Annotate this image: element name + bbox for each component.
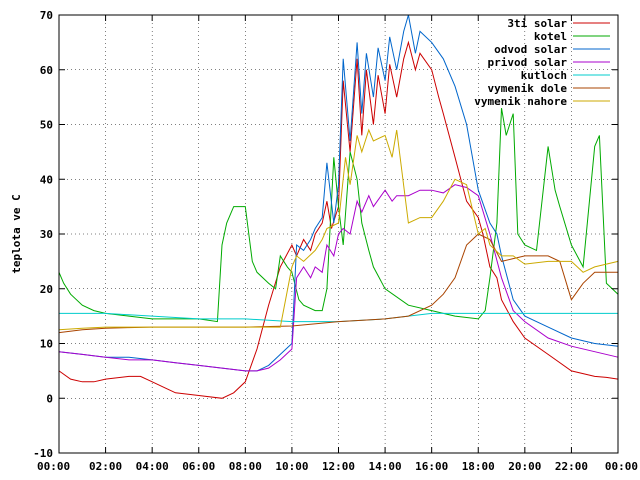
series-line-6 (58, 128, 619, 331)
x-tick-label: 16:00 (415, 460, 448, 473)
x-tick-label: 08:00 (229, 460, 262, 473)
legend-label-6: vymenik nahore (474, 95, 567, 108)
y-tick-label: 40 (40, 173, 53, 186)
x-tick-label: 04:00 (136, 460, 169, 473)
y-axis-title: teplota ve C (10, 194, 23, 273)
y-tick-label: 0 (46, 392, 53, 405)
x-tick-label: 06:00 (182, 460, 215, 473)
x-tick-label: 22:00 (555, 460, 588, 473)
x-tick-label: 14:00 (369, 460, 402, 473)
legend-label-3: privod solar (488, 56, 568, 69)
series-line-0 (58, 40, 619, 399)
x-tick-label: 00:00 (37, 460, 70, 473)
y-tick-label: 60 (40, 64, 53, 77)
legend-label-4: kutloch (521, 69, 567, 82)
x-tick-label: 00:00 (605, 460, 638, 473)
y-tick-label: 50 (40, 119, 53, 132)
legend-label-0: 3ti solar (507, 17, 567, 30)
y-tick-label: -10 (33, 447, 53, 460)
x-tick-label: 20:00 (508, 460, 541, 473)
series-line-1 (58, 108, 619, 323)
tick-layer: -10 0 10 20 30 40 50 60 70 00:00 02:00 04:00 06:00 08… (33, 9, 638, 473)
series-line-3 (58, 184, 619, 372)
y-tick-label: 30 (40, 228, 53, 241)
y-tick-label: 70 (40, 9, 53, 22)
x-tick-label: 12:00 (322, 460, 355, 473)
legend-label-2: odvod solar (494, 43, 567, 56)
x-tick-label: 10:00 (275, 460, 308, 473)
series-layer (58, 14, 619, 399)
legend-label-1: kotel (534, 30, 567, 43)
x-tick-label: 02:00 (89, 460, 122, 473)
y-tick-label: 10 (40, 338, 53, 351)
x-tick-label: 18:00 (462, 460, 495, 473)
y-tick-label: 20 (40, 283, 53, 296)
legend-label-5: vymenik dole (488, 82, 568, 95)
